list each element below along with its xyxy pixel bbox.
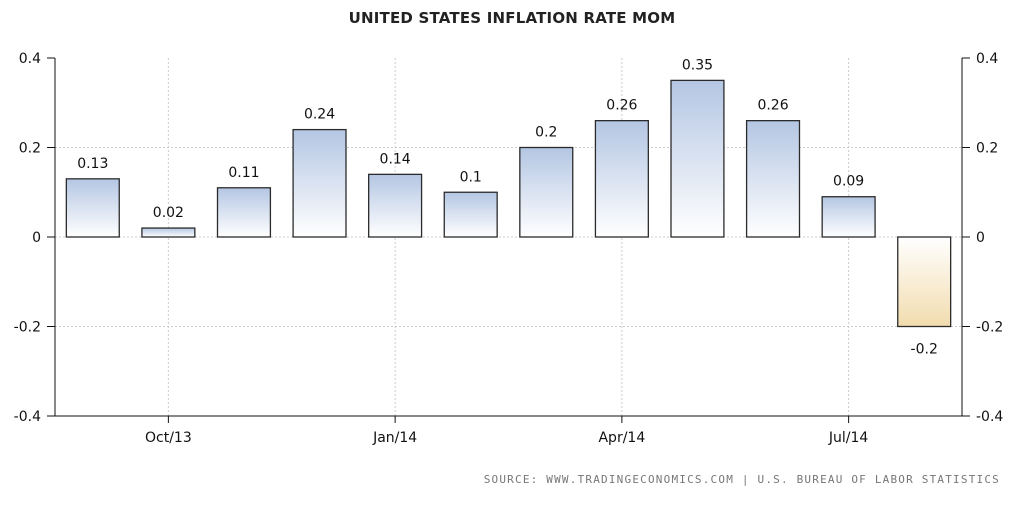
y-tick-label-right: 0.4 (976, 51, 998, 67)
bar (216, 187, 272, 238)
data-label: 0.24 (304, 107, 335, 123)
y-tick-label-left: -0.2 (14, 320, 41, 336)
y-tick-label-right: 0 (976, 230, 985, 246)
bar (519, 146, 574, 238)
data-labels: 0.13 0.02 0.11 0.24 0.14 0.1 0.2 0.26 0.35 0.26 0.… (77, 57, 938, 357)
bar (897, 236, 952, 328)
data-label: 0.1 (460, 169, 482, 185)
source-note: SOURCE: WWW.TRADINGECONOMICS.COM | U.S. … (483, 473, 1000, 486)
bar (745, 120, 801, 238)
chart-title: UNITED STATES INFLATION RATE MOM (348, 9, 676, 27)
data-label: 0.02 (153, 205, 184, 221)
bar (443, 191, 498, 238)
bar (292, 128, 347, 238)
data-label: 0.09 (833, 174, 864, 190)
data-label: -0.2 (911, 342, 938, 358)
x-tick-label: Jan/14 (372, 430, 417, 446)
bar (821, 196, 876, 238)
bars (65, 79, 952, 328)
data-label: 0.26 (606, 98, 637, 114)
bar (65, 178, 120, 238)
data-label: 0.13 (77, 156, 108, 172)
axes: 0.4 0.4 0.2 0.2 0 0 -0.2 -0.2 -0.4 -0.4 Oct/13 Jan/… (14, 51, 1004, 446)
bar (368, 173, 423, 238)
data-label: 0.2 (535, 125, 557, 141)
data-label: 0.35 (682, 57, 713, 73)
data-label: 0.11 (228, 165, 259, 181)
y-tick-label-left: 0 (32, 230, 41, 246)
y-tick-label-right: -0.4 (976, 409, 1003, 425)
x-tick-label: Oct/13 (145, 430, 192, 446)
y-tick-label-right: 0.2 (976, 141, 998, 157)
y-tick-label-right: -0.2 (976, 320, 1003, 336)
y-tick-label-left: -0.4 (14, 409, 41, 425)
x-tick-label: Apr/14 (598, 430, 645, 446)
y-tick-label-left: 0.4 (19, 51, 41, 67)
bar (670, 79, 725, 238)
x-tick-label: Jul/14 (828, 430, 869, 446)
data-label: 0.14 (380, 151, 411, 167)
grid (55, 58, 962, 416)
data-label: 0.26 (757, 98, 788, 114)
bar (141, 227, 196, 238)
y-tick-label-left: 0.2 (19, 141, 41, 157)
bar (594, 120, 649, 238)
